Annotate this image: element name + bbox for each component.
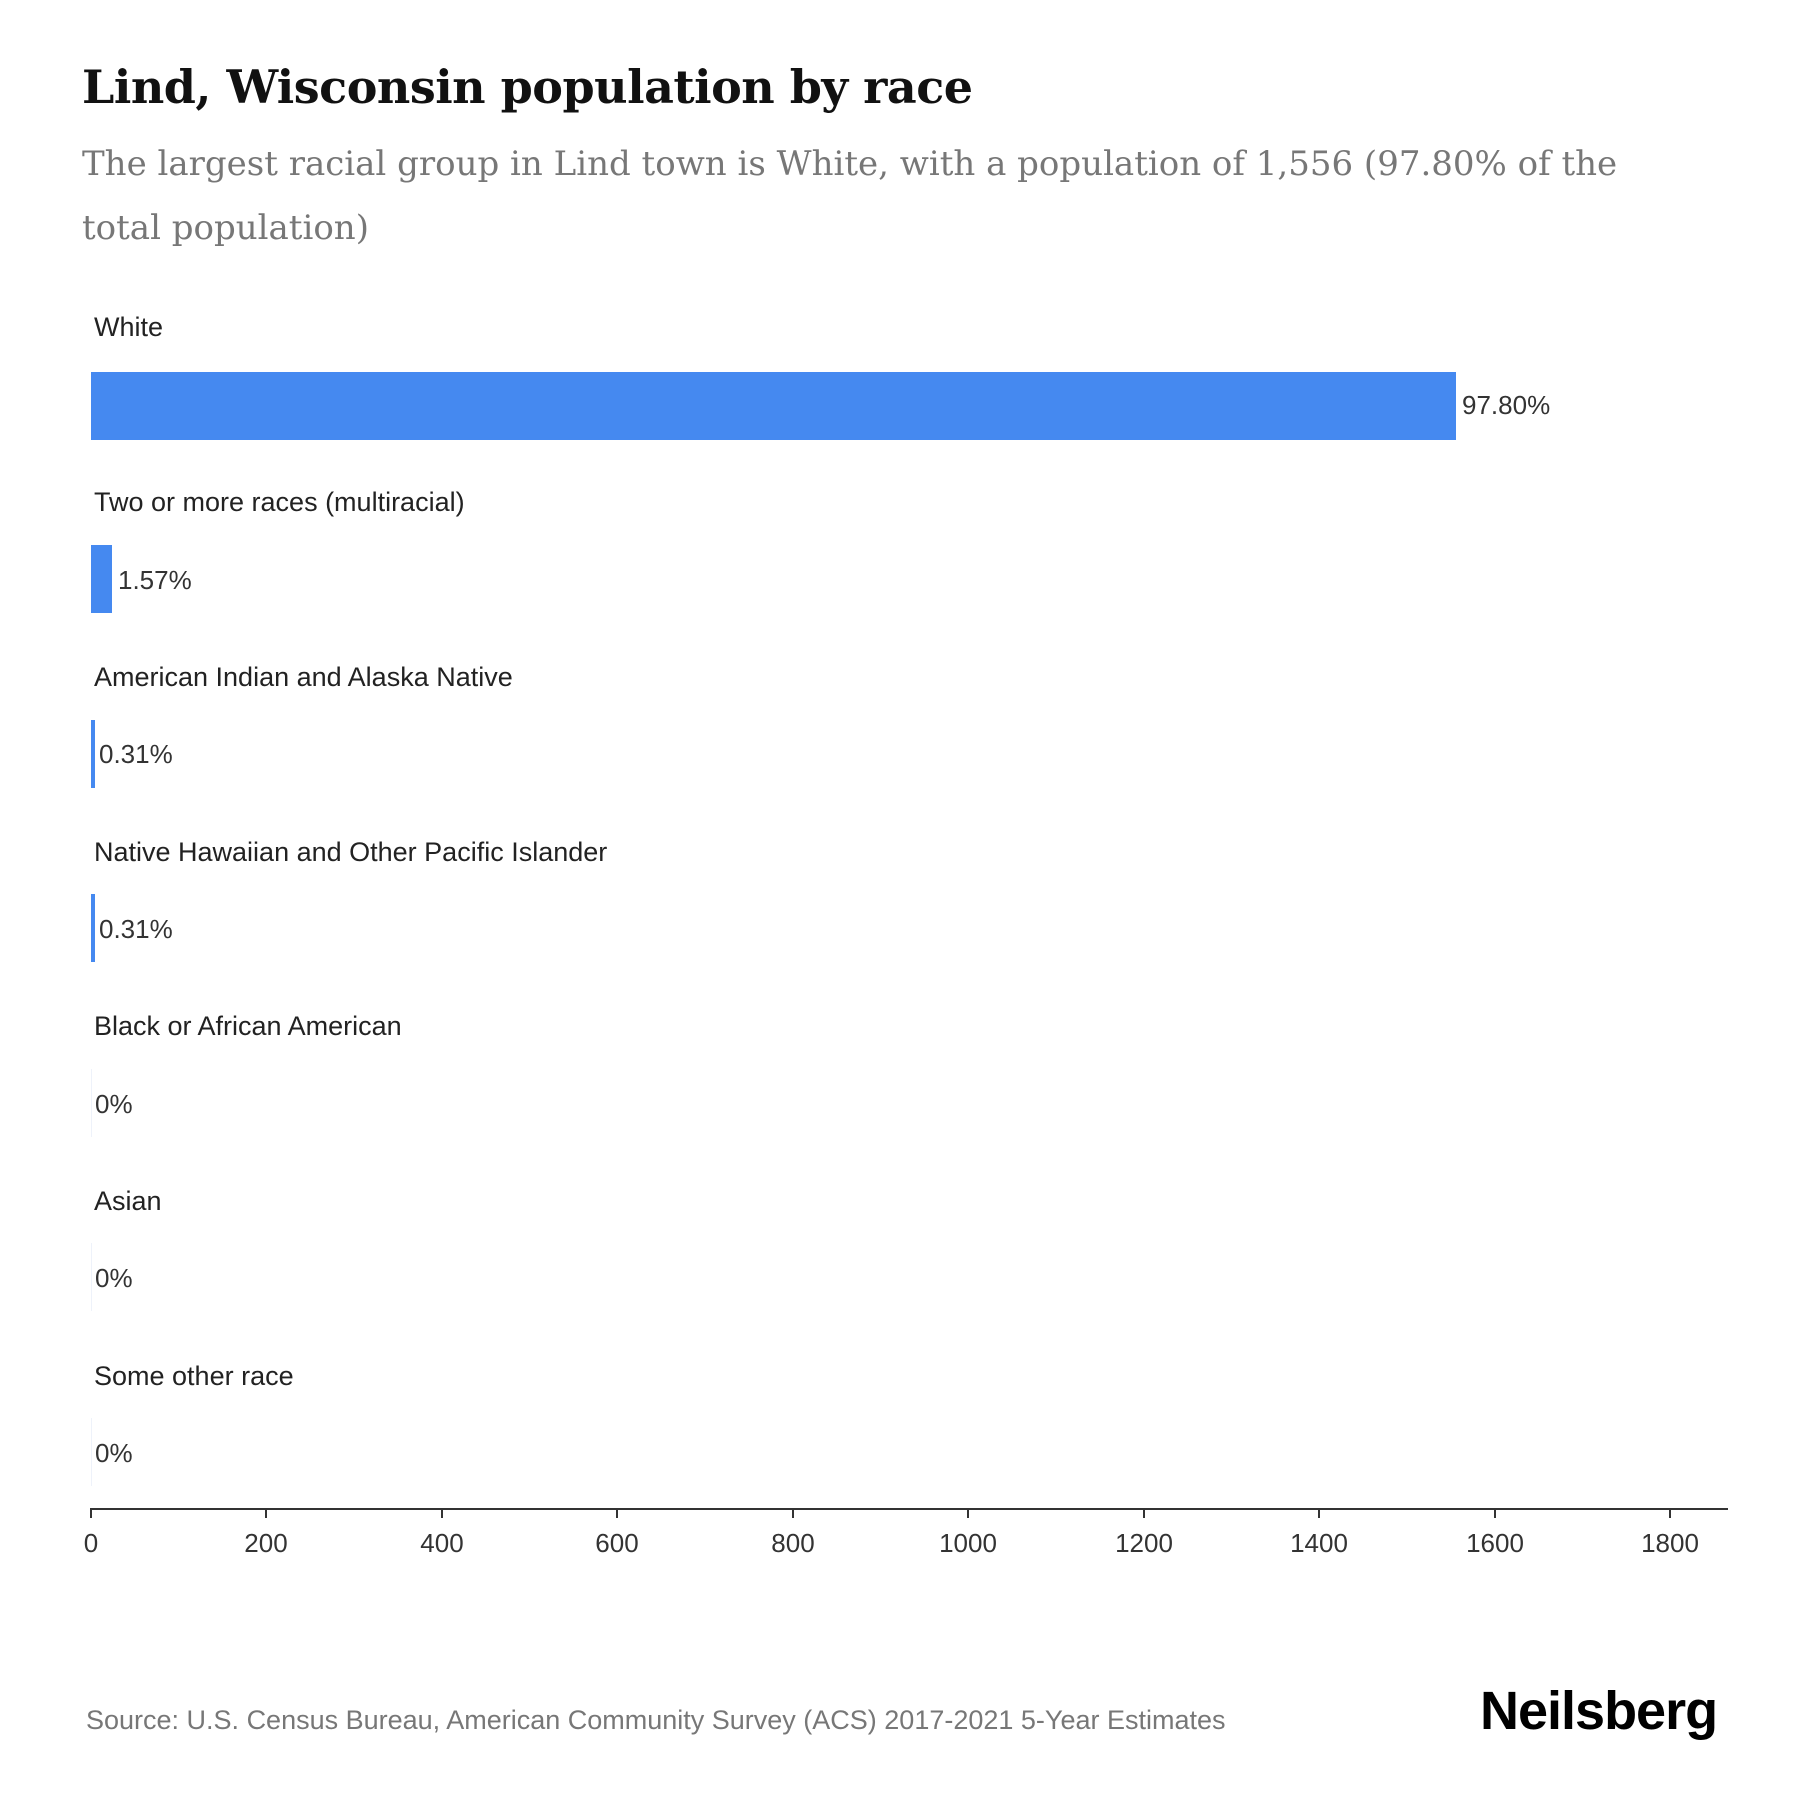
value-label: 0.31% bbox=[99, 739, 173, 769]
category-label: White bbox=[94, 312, 164, 342]
x-tick-label: 1200 bbox=[1115, 1528, 1173, 1558]
bar-american-indian bbox=[91, 720, 95, 788]
bar-asian bbox=[91, 1243, 92, 1311]
x-tick bbox=[1669, 1508, 1671, 1518]
value-label: 0% bbox=[95, 1438, 133, 1468]
x-tick bbox=[1318, 1508, 1320, 1518]
x-tick-label: 600 bbox=[595, 1528, 639, 1558]
x-tick-label: 800 bbox=[771, 1528, 815, 1558]
x-tick bbox=[265, 1508, 267, 1518]
x-tick-label: 400 bbox=[420, 1528, 464, 1558]
bar-native-hawaiian bbox=[91, 894, 95, 962]
x-tick bbox=[441, 1508, 443, 1518]
x-tick-label: 0 bbox=[83, 1528, 99, 1558]
x-axis-line bbox=[90, 1508, 1728, 1510]
x-tick-label: 1000 bbox=[939, 1528, 997, 1558]
x-tick bbox=[967, 1508, 969, 1518]
chart-subtitle: The largest racial group in Lind town is… bbox=[82, 144, 1618, 248]
x-tick bbox=[616, 1508, 618, 1518]
neilsberg-logo: Neilsberg bbox=[1480, 1681, 1718, 1741]
bar-some-other-race bbox=[91, 1418, 92, 1486]
value-label: 0% bbox=[95, 1089, 133, 1119]
category-label: Asian bbox=[94, 1186, 162, 1216]
category-label: Some other race bbox=[94, 1361, 294, 1391]
x-tick bbox=[792, 1508, 794, 1518]
category-label: Black or African American bbox=[94, 1011, 402, 1041]
x-tick-label: 1600 bbox=[1466, 1528, 1524, 1558]
x-tick-label: 200 bbox=[244, 1528, 288, 1558]
bar-multiracial bbox=[91, 545, 112, 613]
value-label: 1.57% bbox=[118, 565, 192, 595]
x-tick-label: 1800 bbox=[1641, 1528, 1699, 1558]
x-tick bbox=[1494, 1508, 1496, 1518]
x-tick-label: 1400 bbox=[1290, 1528, 1348, 1558]
value-label: 97.80% bbox=[1462, 390, 1551, 420]
value-label: 0.31% bbox=[99, 914, 173, 944]
category-label: Two or more races (multiracial) bbox=[94, 487, 465, 517]
bar-white bbox=[91, 372, 1456, 440]
x-tick bbox=[1143, 1508, 1145, 1518]
bar-black bbox=[91, 1069, 92, 1137]
chart-title: Lind, Wisconsin population by race bbox=[82, 60, 973, 114]
category-label: Native Hawaiian and Other Pacific Island… bbox=[94, 837, 608, 867]
category-label: American Indian and Alaska Native bbox=[94, 662, 513, 692]
value-label: 0% bbox=[95, 1263, 133, 1293]
source-note: Source: U.S. Census Bureau, American Com… bbox=[86, 1705, 1226, 1735]
x-tick bbox=[90, 1508, 92, 1518]
